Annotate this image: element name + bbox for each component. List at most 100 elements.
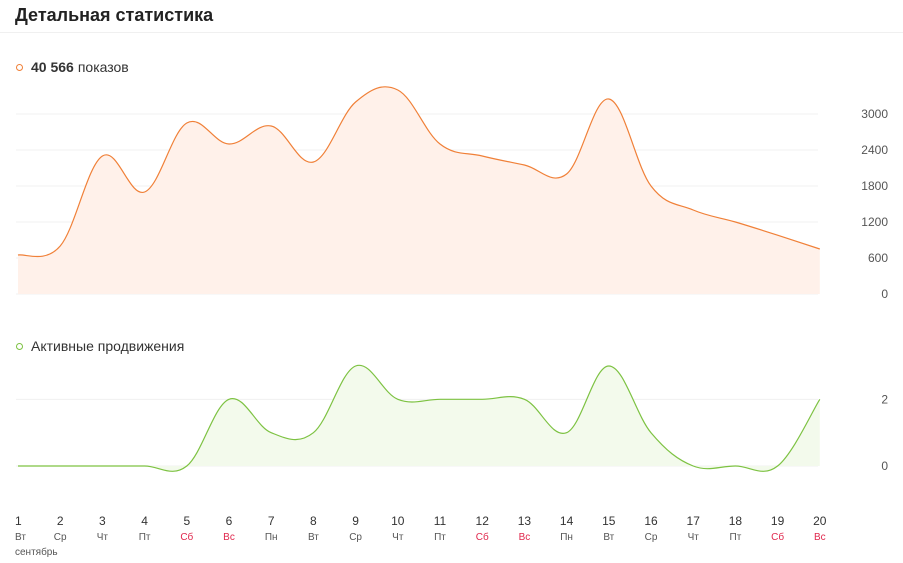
x-tick-weekday: Пт — [730, 532, 742, 543]
x-tick-day: 18 — [729, 514, 743, 528]
legend-promotions[interactable]: Активные продвижения — [16, 338, 184, 354]
data-point — [310, 159, 316, 165]
series-line — [17, 86, 820, 258]
x-tick-day: 10 — [391, 514, 405, 528]
y-tick-label: 600 — [868, 251, 888, 265]
data-point — [521, 396, 527, 402]
data-point — [57, 243, 63, 249]
data-point — [732, 219, 738, 225]
x-tick-day: 17 — [687, 514, 701, 528]
x-tick-weekday: Вс — [814, 532, 826, 543]
data-point — [564, 171, 570, 177]
y-tick-label: 3000 — [861, 107, 888, 121]
x-tick-day: 6 — [226, 514, 233, 528]
data-point — [57, 463, 63, 469]
x-month-label: сентябрь — [15, 546, 58, 558]
x-tick-weekday: Пн — [560, 532, 573, 543]
x-tick-weekday: Вт — [308, 532, 319, 543]
x-tick-day: 1 — [15, 514, 22, 528]
x-tick-day: 20 — [813, 514, 827, 528]
data-point — [395, 396, 401, 402]
x-tick-weekday: Чт — [688, 532, 700, 543]
x-tick-weekday: Ср — [645, 532, 658, 543]
x-tick-weekday: Ср — [54, 532, 67, 543]
legend-views-value: 40 566 — [31, 59, 74, 75]
series-area — [18, 365, 820, 472]
x-tick-weekday: Пт — [139, 532, 151, 543]
y-tick-label: 2 — [881, 392, 888, 406]
y-tick-label: 1200 — [861, 215, 888, 229]
data-point — [15, 463, 21, 469]
x-tick-weekday: Сб — [180, 531, 193, 543]
data-point — [142, 463, 148, 469]
data-point — [184, 120, 190, 126]
data-point — [437, 396, 443, 402]
data-point — [437, 141, 443, 147]
data-point — [353, 363, 359, 369]
x-tick-day: 7 — [268, 514, 275, 528]
data-point — [817, 396, 823, 402]
x-tick-day: 15 — [602, 514, 616, 528]
x-tick-weekday: Чт — [392, 532, 404, 543]
legend-views[interactable]: 40 566 показов — [16, 59, 129, 75]
x-tick-weekday: Пн — [265, 532, 278, 543]
data-point — [606, 96, 612, 102]
x-tick-weekday: Вт — [15, 532, 26, 543]
data-point — [648, 430, 654, 436]
data-point — [521, 162, 527, 168]
data-point — [732, 463, 738, 469]
x-tick-day: 14 — [560, 514, 574, 528]
series-line — [18, 364, 821, 472]
data-point — [775, 232, 781, 238]
data-point — [142, 189, 148, 195]
x-tick-day: 11 — [434, 514, 447, 528]
legend-promotions-label: Активные продвижения — [31, 338, 185, 354]
x-tick-day: 12 — [476, 514, 490, 528]
y-tick-label: 0 — [881, 459, 888, 473]
data-point — [15, 252, 21, 258]
data-point — [479, 153, 485, 159]
legend-dot-icon — [16, 63, 23, 71]
x-tick-day: 2 — [57, 514, 64, 528]
data-point — [184, 463, 190, 469]
data-point — [226, 141, 232, 147]
y-tick-label: 0 — [881, 287, 888, 301]
x-tick-weekday: Вт — [603, 532, 614, 543]
x-tick-weekday: Вс — [519, 532, 531, 543]
x-tick-day: 19 — [771, 514, 785, 528]
data-point — [775, 463, 781, 469]
data-point — [395, 87, 401, 93]
x-tick-weekday: Сб — [771, 531, 784, 543]
data-point — [690, 207, 696, 213]
data-point — [99, 463, 105, 469]
x-tick-weekday: Сб — [476, 531, 489, 543]
data-point — [606, 363, 612, 369]
x-tick-day: 8 — [310, 514, 317, 528]
data-point — [690, 463, 696, 469]
x-tick-day: 16 — [644, 514, 658, 528]
x-tick-weekday: Чт — [97, 532, 109, 543]
x-tick-weekday: Ср — [349, 532, 362, 543]
x-tick-day: 13 — [518, 514, 532, 528]
data-point — [479, 396, 485, 402]
x-tick-day: 5 — [183, 514, 190, 528]
x-tick-weekday: Вс — [223, 532, 235, 543]
data-point — [564, 430, 570, 436]
y-tick-label: 2400 — [861, 143, 888, 157]
x-tick-day: 9 — [352, 514, 359, 528]
data-point — [353, 99, 359, 105]
data-point — [817, 246, 823, 252]
series-area — [18, 86, 820, 295]
x-tick-day: 4 — [141, 514, 148, 528]
data-point — [99, 153, 105, 159]
x-tick-day: 3 — [99, 514, 106, 528]
data-point — [268, 430, 274, 436]
data-point — [268, 123, 274, 129]
y-tick-label: 1800 — [861, 179, 888, 193]
data-point — [226, 396, 232, 402]
data-point — [310, 430, 316, 436]
legend-views-label: показов — [77, 59, 129, 75]
header-bar: Детальная статистика — [0, 0, 903, 33]
legend-dot-icon — [16, 342, 23, 350]
